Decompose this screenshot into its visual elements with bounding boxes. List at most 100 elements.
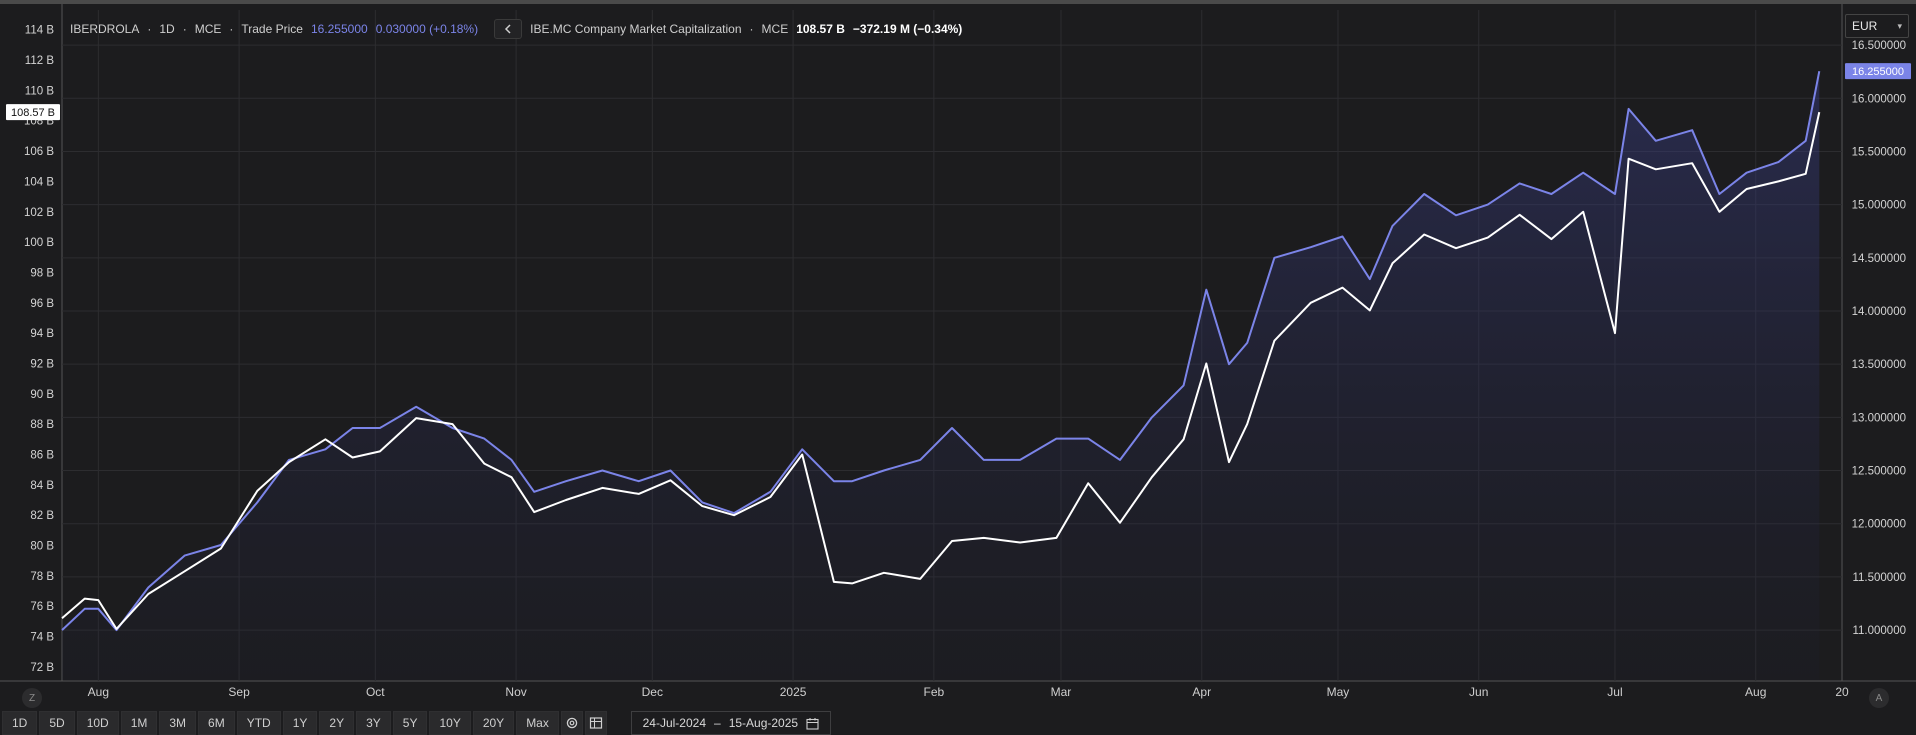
x-axis-tick-label: May (1327, 685, 1350, 699)
compare-change: −372.19 M (−0.34%) (852, 22, 963, 36)
right-corner-label: A (1875, 692, 1883, 704)
legend-separator: · (229, 22, 234, 36)
left-axis-tick-label: 98 B (30, 267, 54, 279)
series-line-market-cap[interactable] (61, 111, 1821, 630)
x-axis-tick-label: Mar (1051, 685, 1072, 699)
range-buttons: 1D 5D 10D 1M 3M 6M YTD 1Y 2Y 3Y 5Y 10Y 2… (2, 711, 561, 735)
legend-interval: 1D (159, 22, 175, 36)
range-button-10d[interactable]: 10D (76, 711, 119, 735)
price-area (62, 71, 1820, 680)
x-axis: Aug Sep Oct Nov Dec 2025 Feb Mar Apr May Jun Jul Aug… (88, 685, 1849, 699)
chart-canvas[interactable]: 72 B 74 B 76 B 78 B 80 B 82 B 84 B 86 B 88 B 90 B… (0, 4, 1916, 735)
left-axis-tick-label: 110 B (25, 85, 55, 97)
settings-button[interactable] (560, 711, 583, 735)
bottom-toolbar: 1D 5D 10D 1M 3M 6M YTD 1Y 2Y 3Y 5Y 10Y 2… (0, 710, 1916, 735)
series-line-trade-price[interactable] (61, 71, 1821, 632)
right-axis-tick-label: 16.500000 (1852, 40, 1906, 52)
right-axis-tick-label: 11.500000 (1852, 572, 1906, 584)
left-axis-tick-label: 104 B (24, 176, 54, 188)
range-button-ytd[interactable]: YTD (236, 711, 281, 735)
currency-select[interactable]: EUR ▾ (1845, 14, 1909, 38)
left-axis-tick-label: 84 B (30, 480, 54, 492)
x-axis-tick-label: Oct (366, 685, 385, 699)
right-current-value-label: 16.255000 (1852, 66, 1904, 78)
right-current-value-marker (1845, 63, 1911, 80)
right-axis-tick-label: 12.500000 (1852, 466, 1906, 478)
left-axis-tick-label: 114 B (25, 25, 55, 37)
right-corner-button[interactable]: A (1869, 688, 1889, 708)
legend-separator: · (182, 22, 187, 36)
x-axis-tick-label: Aug (88, 685, 109, 699)
range-button-5d[interactable]: 5D (39, 711, 75, 735)
range-button-6m[interactable]: 6M (198, 711, 235, 735)
date-separator: – (714, 716, 721, 730)
series-lines (61, 71, 1821, 632)
legend-study: Trade Price (241, 22, 303, 36)
left-axis-tick-label: 94 B (30, 328, 54, 340)
legend-separator: · (147, 22, 152, 36)
compare-name[interactable]: IBE.MC Company Market Capitalization (530, 22, 742, 36)
date-from: 24-Jul-2024 (642, 716, 706, 730)
current-value-markers: 108.57 B 16.255000 (6, 63, 1911, 121)
collapse-legend-button[interactable] (494, 19, 523, 39)
left-axis-tick-label: 76 B (30, 601, 54, 613)
left-axis-tick-label: 96 B (30, 298, 54, 310)
x-axis-tick-label: Nov (505, 685, 526, 699)
x-axis-tick-label: 20 (1835, 685, 1849, 699)
left-axis-tick-label: 86 B (30, 449, 54, 461)
right-axis-tick-label: 13.000000 (1852, 412, 1906, 424)
left-axis-tick-label: 80 B (30, 541, 54, 553)
legend-separator: · (749, 22, 754, 36)
right-axis-tick-label: 15.000000 (1852, 200, 1906, 212)
right-axis: 11.000000 11.500000 12.000000 12.500000 13.0… (1852, 40, 1906, 637)
range-button-1d[interactable]: 1D (2, 711, 38, 735)
date-to: 15-Aug-2025 (728, 716, 799, 730)
legend-price: 16.255000 (310, 22, 368, 36)
x-axis-tick-label: Jun (1469, 685, 1488, 699)
left-axis-tick-label: 102 B (24, 207, 54, 219)
table-icon (589, 717, 602, 729)
x-axis-tick-label: Apr (1192, 685, 1211, 699)
right-axis-tick-label: 12.000000 (1852, 519, 1906, 531)
x-axis-tick-label: Dec (642, 685, 663, 699)
left-axis-tick-label: 78 B (30, 571, 54, 583)
legend-exchange: MCE (194, 22, 222, 36)
left-axis: 72 B 74 B 76 B 78 B 80 B 82 B 84 B 86 B 88 B 90 B… (24, 25, 54, 674)
range-button-20y[interactable]: 20Y (472, 711, 515, 735)
legend-symbol[interactable]: IBERDROLA (70, 22, 140, 36)
right-axis-tick-label: 14.500000 (1852, 253, 1906, 265)
left-axis-tick-label: 90 B (30, 389, 54, 401)
left-corner-label: Z (28, 692, 36, 704)
left-axis-tick-label: 100 B (24, 237, 54, 249)
right-axis-tick-label: 13.500000 (1852, 359, 1906, 371)
currency-value: EUR (1852, 19, 1878, 33)
range-button-3m[interactable]: 3M (159, 711, 197, 735)
right-axis-tick-label: 16.000000 (1852, 93, 1906, 105)
range-button-max[interactable]: Max (516, 711, 559, 735)
range-button-3y[interactable]: 3Y (356, 711, 391, 735)
table-view-button[interactable] (584, 711, 607, 735)
x-axis-tick-label: Feb (923, 685, 944, 699)
left-current-value-marker (6, 104, 60, 121)
right-axis-tick-label: 14.000000 (1852, 306, 1906, 318)
range-button-5y[interactable]: 5Y (392, 711, 428, 735)
x-axis-tick-label: 2025 (780, 685, 807, 699)
left-corner-button[interactable]: Z (22, 688, 42, 708)
chevron-down-icon: ▾ (1897, 20, 1902, 31)
range-button-1y[interactable]: 1Y (282, 711, 318, 735)
left-axis-tick-label: 92 B (30, 358, 54, 370)
x-axis-tick-label: Jul (1607, 685, 1622, 699)
range-button-10y[interactable]: 10Y (429, 711, 471, 735)
left-axis-tick-label: 82 B (30, 510, 54, 522)
date-range-picker[interactable]: 24-Jul-2024 – 15-Aug-2025 (630, 711, 831, 735)
compare-exchange: MCE (761, 22, 789, 36)
compare-value: 108.57 B (796, 22, 845, 36)
range-button-2y[interactable]: 2Y (319, 711, 355, 735)
x-axis-tick-label: Aug (1745, 685, 1766, 699)
left-current-value-label: 108.57 B (11, 107, 55, 119)
range-button-1m[interactable]: 1M (120, 711, 158, 735)
chevron-left-icon (505, 24, 511, 34)
chart-legend: IBERDROLA · 1D · MCE · Trade Price 16.25… (70, 18, 962, 40)
right-axis-tick-label: 15.500000 (1852, 146, 1906, 158)
